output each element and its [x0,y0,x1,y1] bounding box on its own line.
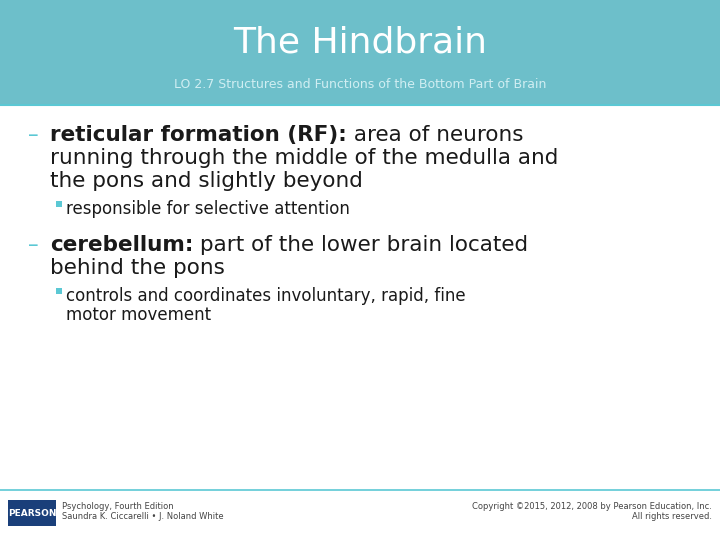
Text: The Hindbrain: The Hindbrain [233,25,487,59]
Text: controls and coordinates involuntary, rapid, fine: controls and coordinates involuntary, ra… [66,287,466,305]
Text: LO 2.7 Structures and Functions of the Bottom Part of Brain: LO 2.7 Structures and Functions of the B… [174,78,546,91]
Text: –: – [28,125,39,145]
Text: cerebellum:: cerebellum: [50,235,194,255]
Text: –: – [28,235,39,255]
Text: All rights reserved.: All rights reserved. [632,512,712,521]
Text: part of the lower brain located: part of the lower brain located [194,235,528,255]
Text: PEARSON: PEARSON [8,509,56,517]
FancyBboxPatch shape [56,201,62,207]
FancyBboxPatch shape [56,288,62,294]
FancyBboxPatch shape [8,500,56,526]
Text: motor movement: motor movement [66,306,211,324]
Text: responsible for selective attention: responsible for selective attention [66,200,350,218]
Text: reticular formation (RF):: reticular formation (RF): [50,125,347,145]
Text: the pons and slightly beyond: the pons and slightly beyond [50,171,363,191]
Text: Copyright ©2015, 2012, 2008 by Pearson Education, Inc.: Copyright ©2015, 2012, 2008 by Pearson E… [472,502,712,511]
Text: area of neurons: area of neurons [347,125,523,145]
Text: Saundra K. Ciccarelli • J. Noland White: Saundra K. Ciccarelli • J. Noland White [62,512,224,521]
FancyBboxPatch shape [0,0,720,105]
Text: Psychology, Fourth Edition: Psychology, Fourth Edition [62,502,174,511]
Text: running through the middle of the medulla and: running through the middle of the medull… [50,148,559,168]
Text: behind the pons: behind the pons [50,258,225,278]
